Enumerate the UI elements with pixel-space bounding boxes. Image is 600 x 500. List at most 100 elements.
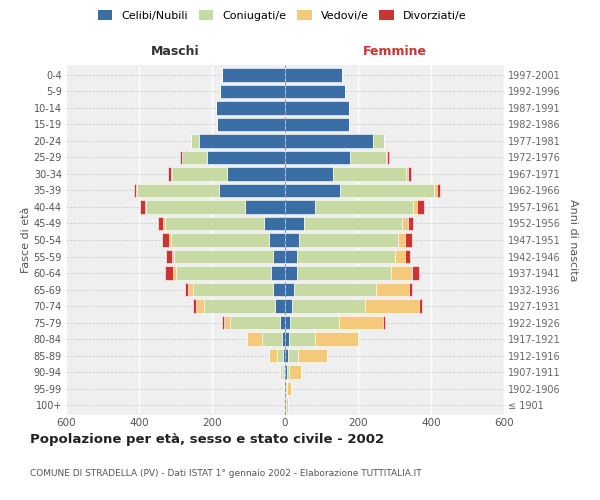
Bar (285, 200, 315, 214)
Bar (285, 266, 296, 280)
Bar (434, 184, 437, 197)
Bar (287, 366, 289, 379)
Bar (180, 150, 182, 164)
Bar (395, 250, 405, 264)
Bar (315, 200, 413, 214)
Bar (277, 349, 283, 362)
Bar (262, 332, 282, 346)
Bar (283, 349, 285, 362)
Bar (140, 200, 145, 214)
Bar (409, 283, 412, 296)
Text: Popolazione per età, sesso e stato civile - 2002: Popolazione per età, sesso e stato civil… (30, 432, 384, 446)
Bar (290, 316, 338, 330)
Bar (285, 316, 290, 330)
Bar (286, 382, 287, 396)
Bar (274, 250, 285, 264)
Bar (171, 167, 172, 180)
Bar (220, 84, 285, 98)
Bar (398, 233, 406, 247)
Bar (406, 233, 412, 247)
Bar (296, 250, 395, 264)
Bar (288, 349, 298, 362)
Bar (264, 216, 285, 230)
Bar (289, 366, 301, 379)
Bar (136, 184, 137, 197)
Bar (383, 316, 385, 330)
Bar (285, 150, 350, 164)
Bar (376, 283, 409, 296)
Bar (286, 398, 287, 412)
Bar (285, 101, 349, 114)
Bar (185, 283, 188, 296)
Bar (134, 184, 136, 197)
Bar (285, 250, 296, 264)
Bar (285, 134, 373, 147)
Bar (295, 283, 376, 296)
Bar (145, 200, 146, 214)
Bar (285, 167, 333, 180)
Bar (437, 184, 440, 197)
Bar (169, 233, 171, 247)
Bar (269, 233, 285, 247)
Bar (406, 167, 408, 180)
Bar (285, 300, 292, 313)
Bar (299, 233, 398, 247)
Bar (168, 167, 171, 180)
Bar (285, 118, 349, 131)
Bar (284, 366, 285, 379)
Bar (285, 332, 289, 346)
Bar (191, 134, 199, 147)
Bar (365, 300, 419, 313)
Bar (217, 101, 285, 114)
Bar (172, 250, 174, 264)
Bar (193, 283, 274, 296)
Bar (245, 200, 285, 214)
Bar (387, 150, 389, 164)
Bar (338, 316, 383, 330)
Bar (222, 316, 224, 330)
Bar (282, 332, 285, 346)
Bar (296, 266, 391, 280)
Text: Femmine: Femmine (362, 44, 427, 58)
Bar (172, 167, 227, 180)
Y-axis label: Anni di nascita: Anni di nascita (568, 198, 578, 281)
Bar (285, 349, 288, 362)
Bar (285, 84, 345, 98)
Bar (285, 184, 340, 197)
Bar (174, 250, 274, 264)
Bar (350, 150, 386, 164)
Bar (182, 150, 206, 164)
Bar (220, 184, 285, 197)
Bar (405, 250, 410, 264)
Bar (247, 332, 262, 346)
Bar (222, 68, 285, 82)
Bar (417, 200, 424, 214)
Bar (386, 150, 387, 164)
Bar (419, 300, 422, 313)
Bar (285, 283, 295, 296)
Bar (196, 300, 203, 313)
Bar (292, 300, 365, 313)
Bar (203, 300, 275, 313)
Bar (315, 332, 358, 346)
Bar (413, 200, 417, 214)
Bar (285, 366, 287, 379)
Bar (166, 250, 172, 264)
Bar (193, 300, 196, 313)
Text: COMUNE DI STRADELLA (PV) - Dati ISTAT 1° gennaio 2002 - Elaborazione TUTTITALIA.: COMUNE DI STRADELLA (PV) - Dati ISTAT 1°… (30, 469, 422, 478)
Bar (289, 332, 315, 346)
Bar (407, 216, 413, 230)
Bar (285, 398, 286, 412)
Bar (282, 366, 284, 379)
Bar (188, 283, 193, 296)
Bar (285, 233, 299, 247)
Bar (137, 184, 220, 197)
Bar (176, 266, 271, 280)
Bar (304, 216, 402, 230)
Bar (284, 382, 285, 396)
Bar (275, 300, 285, 313)
Bar (173, 266, 176, 280)
Bar (217, 118, 285, 131)
Bar (165, 266, 173, 280)
Bar (274, 283, 285, 296)
